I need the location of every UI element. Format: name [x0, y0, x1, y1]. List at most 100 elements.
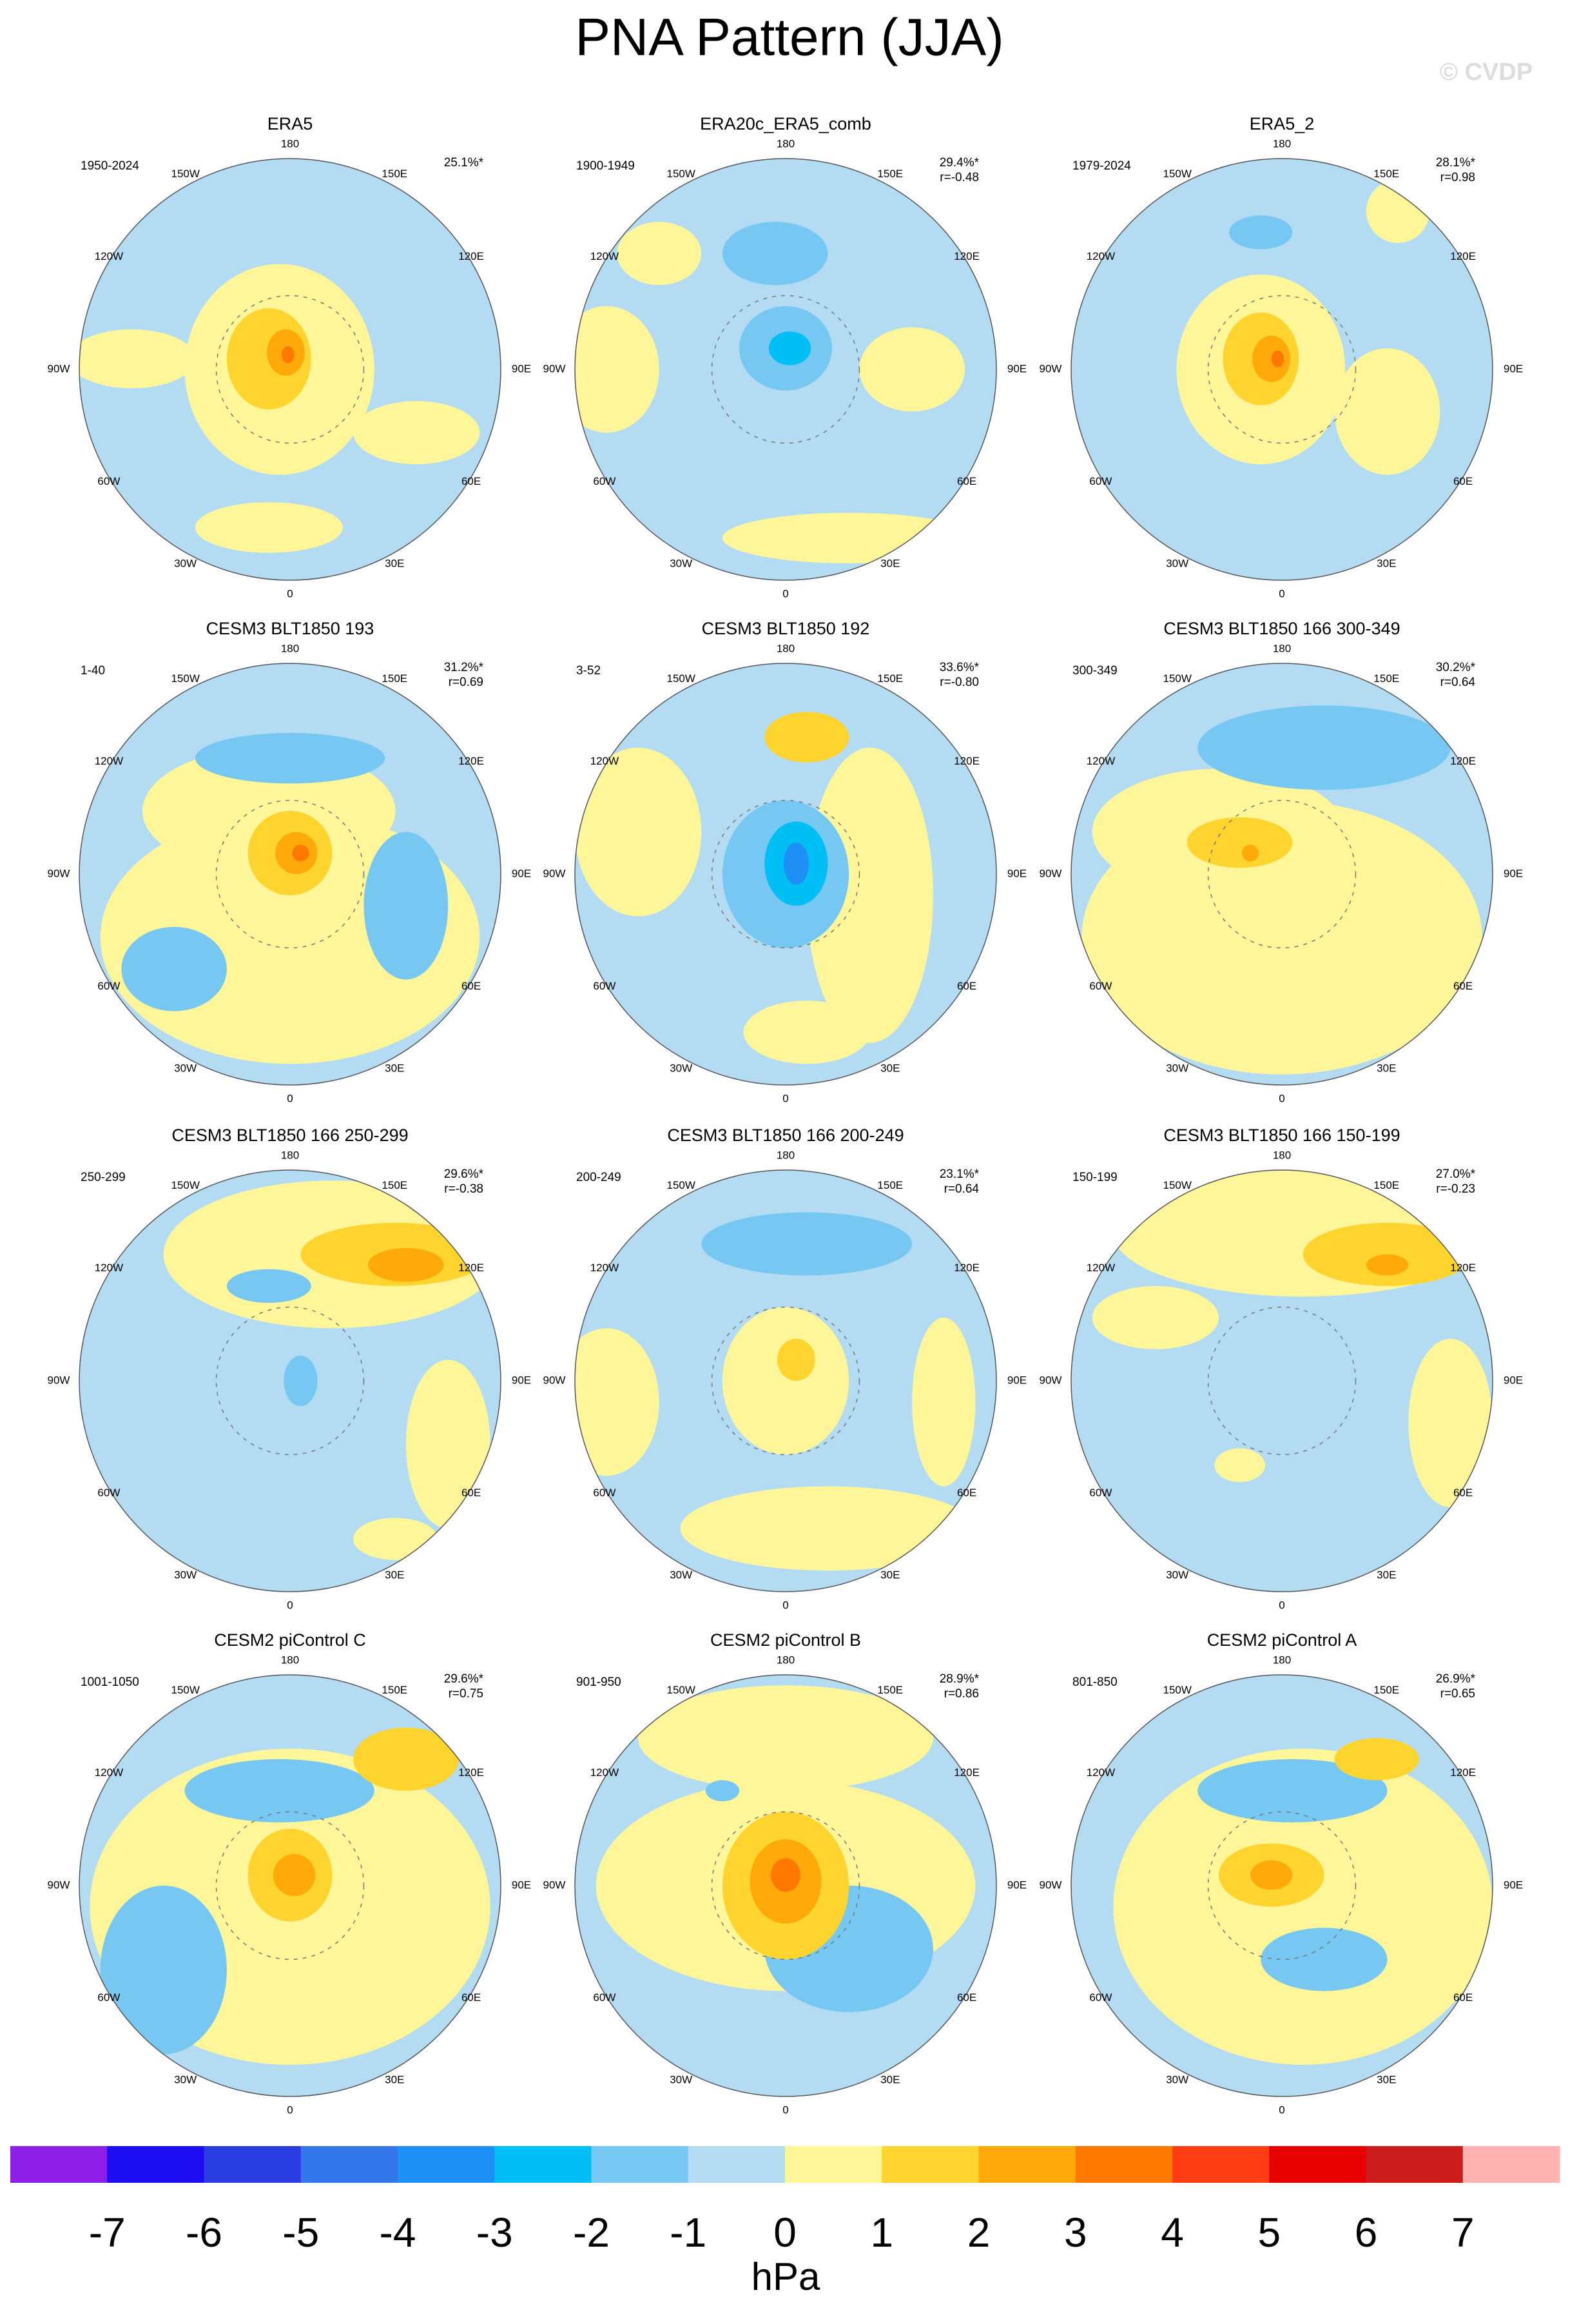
- longitude-label: 30W: [174, 1569, 197, 1581]
- map-panel: CESM3 BLT1850 192 3-52 33.6%* r=-0.80 180 150…: [543, 619, 1027, 1104]
- anomaly-region: [367, 1247, 444, 1282]
- longitude-label: 180: [281, 137, 299, 150]
- variance-pct: 29.6%*: [444, 1672, 484, 1686]
- anomaly-region: [281, 346, 295, 364]
- longitude-label: 90E: [512, 1879, 531, 1891]
- longitude-label: 0: [782, 587, 788, 600]
- longitude-label: 120E: [1450, 1262, 1476, 1274]
- map-outline: [79, 1169, 501, 1592]
- map-outline: [1070, 158, 1493, 581]
- longitude-label: 120W: [95, 250, 123, 262]
- longitude-label: 120E: [1450, 755, 1476, 767]
- longitude-label: 60E: [461, 1991, 481, 2004]
- latitude-circle: [215, 1811, 365, 1960]
- longitude-label: 120W: [95, 755, 123, 767]
- anomaly-region: [771, 1858, 800, 1892]
- anomaly-region: [353, 1518, 438, 1560]
- anomaly-region: [1250, 1860, 1293, 1890]
- longitude-label: 150E: [877, 672, 903, 685]
- colorbar-tick-label: 7: [1451, 2209, 1475, 2256]
- colorbar-box: [688, 2146, 786, 2183]
- longitude-label: 60W: [593, 980, 615, 992]
- map-panel: CESM2 piControl B 901-950 28.9%*r=0.86 180 1…: [543, 1630, 1027, 2116]
- longitude-label: 60W: [1089, 1487, 1112, 1499]
- longitude-label: 150E: [382, 168, 407, 180]
- anomaly-region: [1241, 845, 1259, 862]
- longitude-label: 0: [1279, 2104, 1284, 2116]
- period: 801-850: [1072, 1675, 1118, 1689]
- longitude-label: 180: [281, 1149, 299, 1161]
- longitude-label: 30W: [670, 1062, 692, 1075]
- longitude-label: 150E: [877, 1684, 903, 1696]
- anomaly-region: [121, 926, 227, 1011]
- panel-title: ERA5: [267, 114, 313, 133]
- panel-title: ERA5_2: [1250, 114, 1315, 133]
- latitude-circle: [711, 295, 860, 444]
- longitude-label: 30E: [1377, 2074, 1396, 2086]
- colorbar-tick-label: -5: [282, 2209, 319, 2256]
- anomaly-region: [273, 1853, 316, 1897]
- longitude-label: 30W: [1166, 558, 1188, 570]
- latitude-circle: [1207, 1811, 1357, 1960]
- anomaly-region: [701, 1212, 913, 1276]
- longitude-label: 90E: [1007, 867, 1027, 879]
- longitude-label: 60E: [461, 475, 481, 487]
- map-panel: CESM3 BLT1850 193 1-40 31.2%* r=0.69 180 150E…: [48, 619, 532, 1104]
- period: 1979-2024: [1072, 159, 1131, 173]
- anomaly-region: [575, 1328, 659, 1476]
- colorbar-tick-label: 3: [1064, 2209, 1087, 2256]
- colorbar-box: [785, 2146, 882, 2183]
- anomaly-region: [705, 1780, 740, 1802]
- latitude-circle: [711, 1306, 860, 1456]
- colorbar-tick-label: 0: [773, 2209, 797, 2256]
- longitude-label: 60W: [97, 1991, 120, 2004]
- colorbar-tick-label: 6: [1355, 2209, 1378, 2256]
- anomaly-region: [79, 329, 195, 389]
- variance-pct: 27.0%*: [1436, 1167, 1476, 1181]
- longitude-label: 120E: [954, 1262, 980, 1274]
- latitude-circle: [711, 1811, 860, 1960]
- longitude-label: 150E: [382, 1684, 407, 1696]
- map-panel: CESM3 BLT1850 166 300-349 300-349 30.2%* r=…: [1040, 619, 1524, 1104]
- colorbar-box: [1462, 2146, 1560, 2183]
- anomaly-region: [195, 732, 385, 784]
- longitude-label: 120E: [1450, 250, 1476, 262]
- longitude-label: 30E: [385, 1569, 404, 1581]
- period: 1900-1949: [576, 159, 635, 173]
- longitude-label: 150W: [171, 168, 200, 180]
- panel-title: CESM3 BLT1850 166 300-349: [1163, 619, 1400, 638]
- map-outline: [574, 1674, 997, 2097]
- longitude-label: 120W: [95, 1262, 123, 1274]
- anomaly-region: [806, 747, 933, 1043]
- longitude-label: 0: [287, 1092, 293, 1104]
- longitude-label: 90E: [512, 867, 531, 879]
- map-panel: CESM3 BLT1850 166 150-199 150-199 27.0%*r=…: [1040, 1126, 1524, 1611]
- panel-title: CESM3 BLT1850 166 150-199: [1163, 1126, 1400, 1145]
- longitude-label: 30W: [670, 1569, 692, 1581]
- longitude-label: 90W: [1040, 867, 1062, 879]
- map-outline: [1070, 1169, 1493, 1592]
- longitude-label: 0: [1279, 1599, 1284, 1611]
- longitude-label: 90W: [1040, 1374, 1062, 1386]
- longitude-label: 120W: [590, 1766, 619, 1779]
- longitude-label: 90E: [1007, 1374, 1027, 1386]
- anomaly-region: [743, 1001, 870, 1064]
- longitude-label: 60W: [593, 475, 615, 487]
- colorbar-box: [978, 2146, 1076, 2183]
- map-outline: [574, 1169, 997, 1592]
- longitude-label: 150W: [667, 168, 695, 180]
- anomaly-region: [1214, 1448, 1265, 1482]
- longitude-label: 90W: [543, 867, 566, 879]
- longitude-label: 60E: [1453, 980, 1473, 992]
- map-outline: [1070, 1674, 1493, 2097]
- longitude-label: 60E: [1453, 1991, 1473, 2004]
- period: 1-40: [81, 664, 105, 678]
- colorbar-unit: hPa: [751, 2255, 820, 2298]
- longitude-label: 60E: [957, 980, 976, 992]
- colorbar-box: [107, 2146, 204, 2183]
- longitude-label: 180: [281, 1654, 299, 1666]
- anomaly-region: [783, 842, 809, 885]
- longitude-label: 60E: [1453, 1487, 1473, 1499]
- anomaly-region: [1252, 335, 1291, 382]
